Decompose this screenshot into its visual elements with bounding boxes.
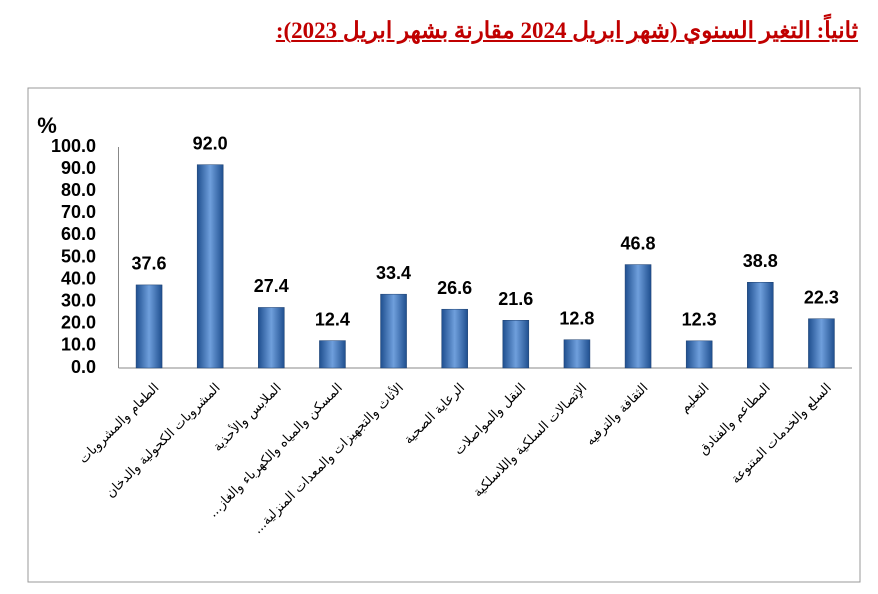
bar bbox=[563, 339, 591, 369]
y-tick-label: 70.0 bbox=[61, 202, 96, 222]
data-label: 12.3 bbox=[682, 310, 717, 330]
y-tick-label: 30.0 bbox=[61, 290, 96, 310]
bar bbox=[196, 164, 224, 369]
data-label: 38.8 bbox=[743, 251, 778, 271]
bar bbox=[685, 340, 713, 369]
y-tick-label: 50.0 bbox=[61, 246, 96, 266]
data-label: 46.8 bbox=[621, 233, 656, 253]
data-label: 26.6 bbox=[437, 278, 472, 298]
bar bbox=[319, 340, 346, 369]
bar bbox=[808, 318, 835, 369]
data-label: 33.4 bbox=[376, 263, 411, 283]
y-tick-label: 100.0 bbox=[51, 136, 96, 156]
bar bbox=[258, 307, 285, 369]
x-tick-label: السلع والخدمات المتنوعة bbox=[728, 381, 834, 487]
section-title: ثانياً: التغير السنوي (شهر ابريل 2024 مق… bbox=[275, 18, 858, 43]
x-tick-label: الإتصالات السلكية واللاسلكية bbox=[471, 381, 591, 501]
bar bbox=[380, 293, 407, 369]
y-tick-label: 20.0 bbox=[61, 313, 96, 333]
y-tick-label: 60.0 bbox=[61, 224, 96, 244]
y-tick-label: 80.0 bbox=[61, 180, 96, 200]
bar bbox=[624, 264, 652, 369]
y-tick-label: 0.0 bbox=[71, 357, 96, 377]
bar bbox=[135, 284, 163, 369]
chart-frame bbox=[27, 87, 861, 583]
bar bbox=[502, 320, 530, 369]
x-tick-label: المشروبات الكحولية والدخان bbox=[103, 381, 223, 501]
bar bbox=[441, 308, 468, 369]
x-tick-label: الرعاية الصحية bbox=[401, 381, 468, 448]
data-label: 92.0 bbox=[193, 133, 228, 153]
data-label: 22.3 bbox=[804, 287, 839, 307]
bar bbox=[747, 282, 774, 369]
data-label: 12.8 bbox=[559, 308, 594, 328]
y-tick-label: 40.0 bbox=[61, 268, 96, 288]
x-tick-label: التعليم bbox=[677, 381, 712, 416]
data-label: 27.4 bbox=[254, 276, 289, 296]
y-tick-label: 90.0 bbox=[61, 158, 96, 178]
y-axis-label: % bbox=[37, 113, 57, 138]
data-label: 12.4 bbox=[315, 309, 350, 329]
y-tick-label: 10.0 bbox=[61, 335, 96, 355]
data-label: 21.6 bbox=[498, 289, 533, 309]
x-tick-label: الثقافة والترفيه bbox=[583, 381, 651, 449]
data-label: 37.6 bbox=[132, 254, 167, 274]
x-tick-label: المسكن والمياه والكهرباء والغاز... bbox=[206, 381, 346, 521]
